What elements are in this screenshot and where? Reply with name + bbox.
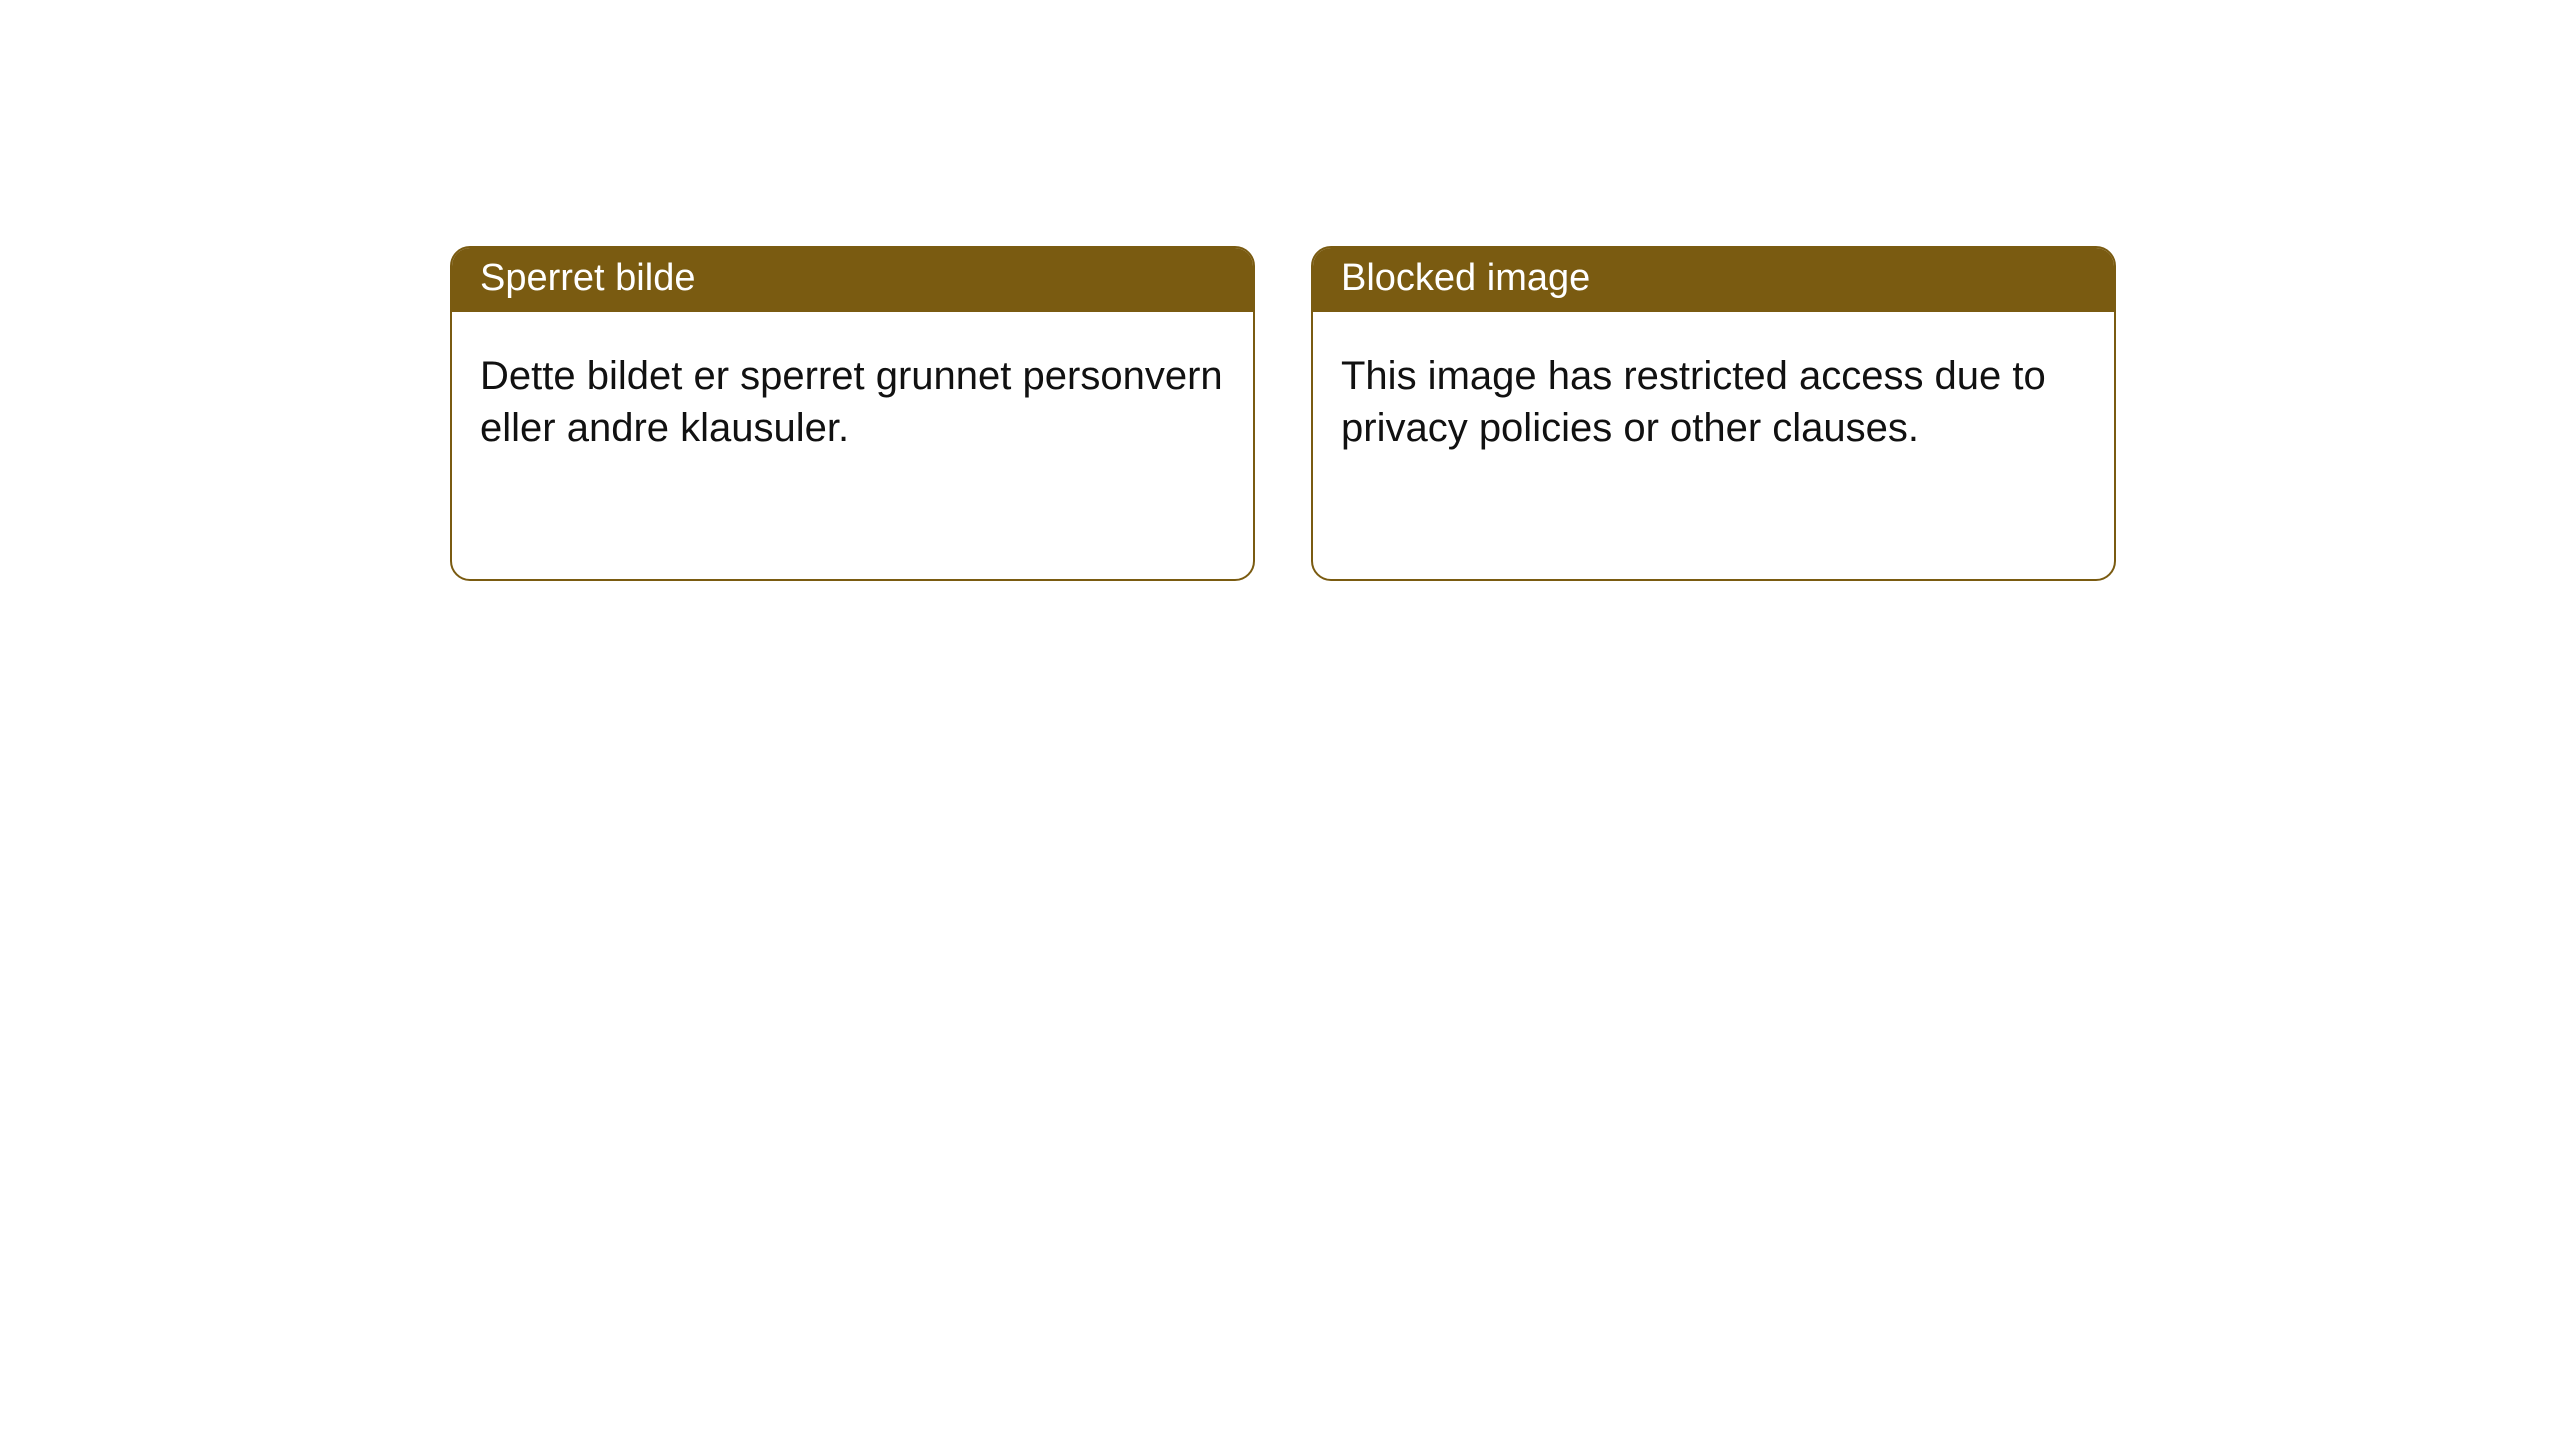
card-header-no: Sperret bilde <box>452 248 1253 312</box>
card-header-en: Blocked image <box>1313 248 2114 312</box>
card-body-no: Dette bildet er sperret grunnet personve… <box>452 312 1253 484</box>
notice-container: Sperret bilde Dette bildet er sperret gr… <box>0 0 2560 581</box>
blocked-image-card-no: Sperret bilde Dette bildet er sperret gr… <box>450 246 1255 581</box>
card-body-en: This image has restricted access due to … <box>1313 312 2114 484</box>
blocked-image-card-en: Blocked image This image has restricted … <box>1311 246 2116 581</box>
